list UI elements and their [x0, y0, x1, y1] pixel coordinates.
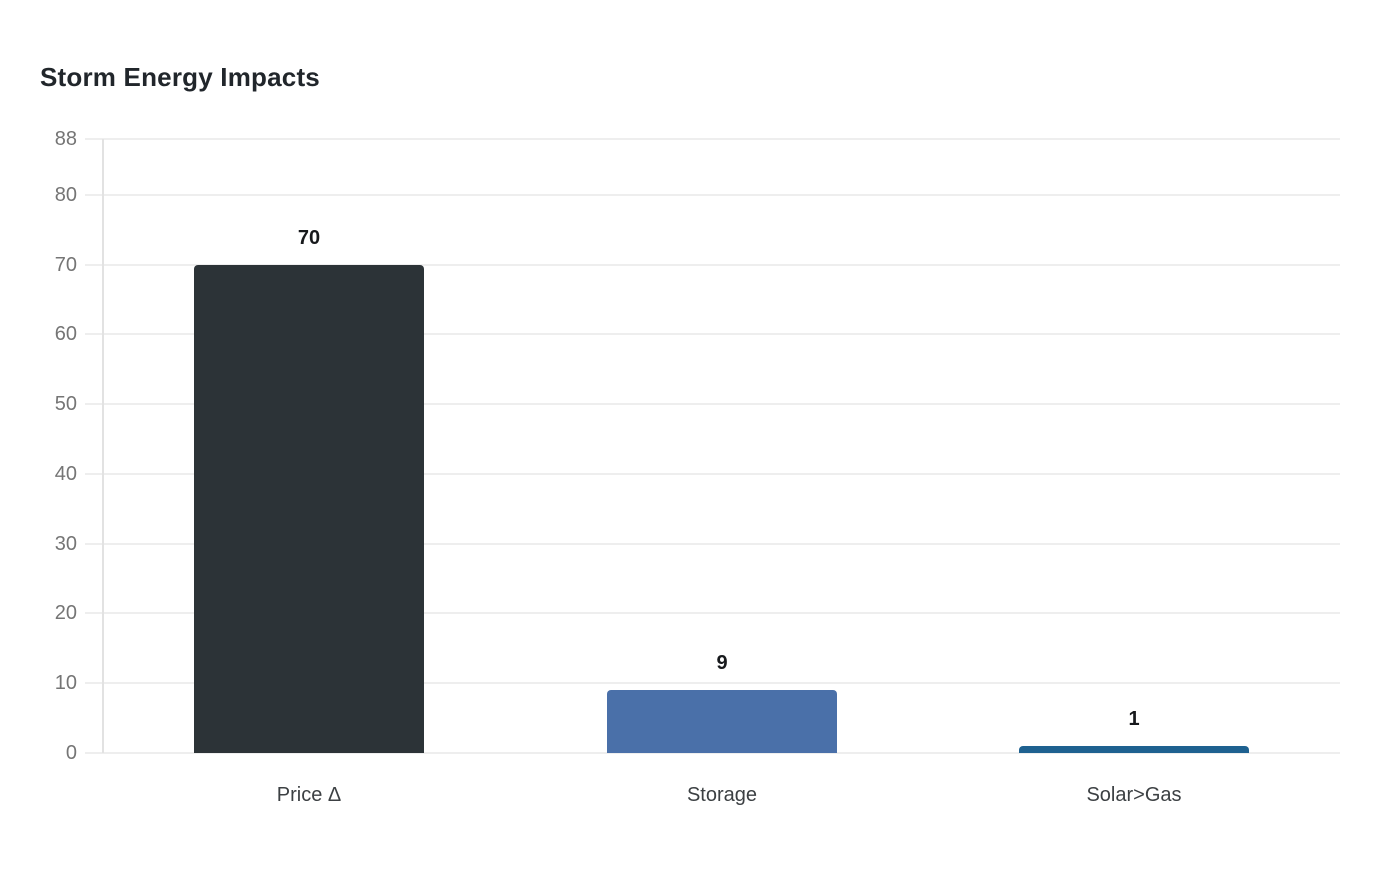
gridline	[85, 138, 1340, 140]
y-axis-tick-label: 60	[54, 323, 77, 345]
bar	[607, 690, 837, 753]
y-axis-tick-label: 50	[54, 393, 77, 415]
y-axis-tick-label: 0	[65, 742, 77, 764]
gridline	[85, 403, 1340, 405]
y-axis-tick-label: 88	[54, 128, 77, 150]
bar-value-label: 70	[297, 227, 321, 249]
y-axis-line	[102, 139, 104, 753]
bar	[194, 265, 424, 753]
chart-title: Storm Energy Impacts	[40, 62, 320, 92]
gridline	[85, 264, 1340, 266]
y-axis-tick-label: 40	[54, 463, 77, 485]
gridline	[85, 473, 1340, 475]
gridline	[85, 682, 1340, 684]
y-axis-tick-label: 20	[54, 602, 77, 624]
gridline	[85, 333, 1340, 335]
y-axis-tick-label: 70	[54, 254, 77, 276]
x-axis-category-label: Solar>Gas	[1086, 784, 1182, 806]
bar-value-label: 9	[716, 652, 728, 674]
gridline	[85, 543, 1340, 545]
gridline	[85, 752, 1340, 754]
y-axis-tick-label: 30	[54, 533, 77, 555]
x-axis-category-label: Price Δ	[276, 784, 342, 806]
bar	[1019, 746, 1249, 753]
y-axis-tick-label: 80	[54, 184, 77, 206]
y-axis-tick-label: 10	[54, 672, 77, 694]
gridline	[85, 194, 1340, 196]
x-axis-category-label: Storage	[686, 784, 758, 806]
bar-value-label: 1	[1128, 708, 1140, 730]
gridline	[85, 612, 1340, 614]
